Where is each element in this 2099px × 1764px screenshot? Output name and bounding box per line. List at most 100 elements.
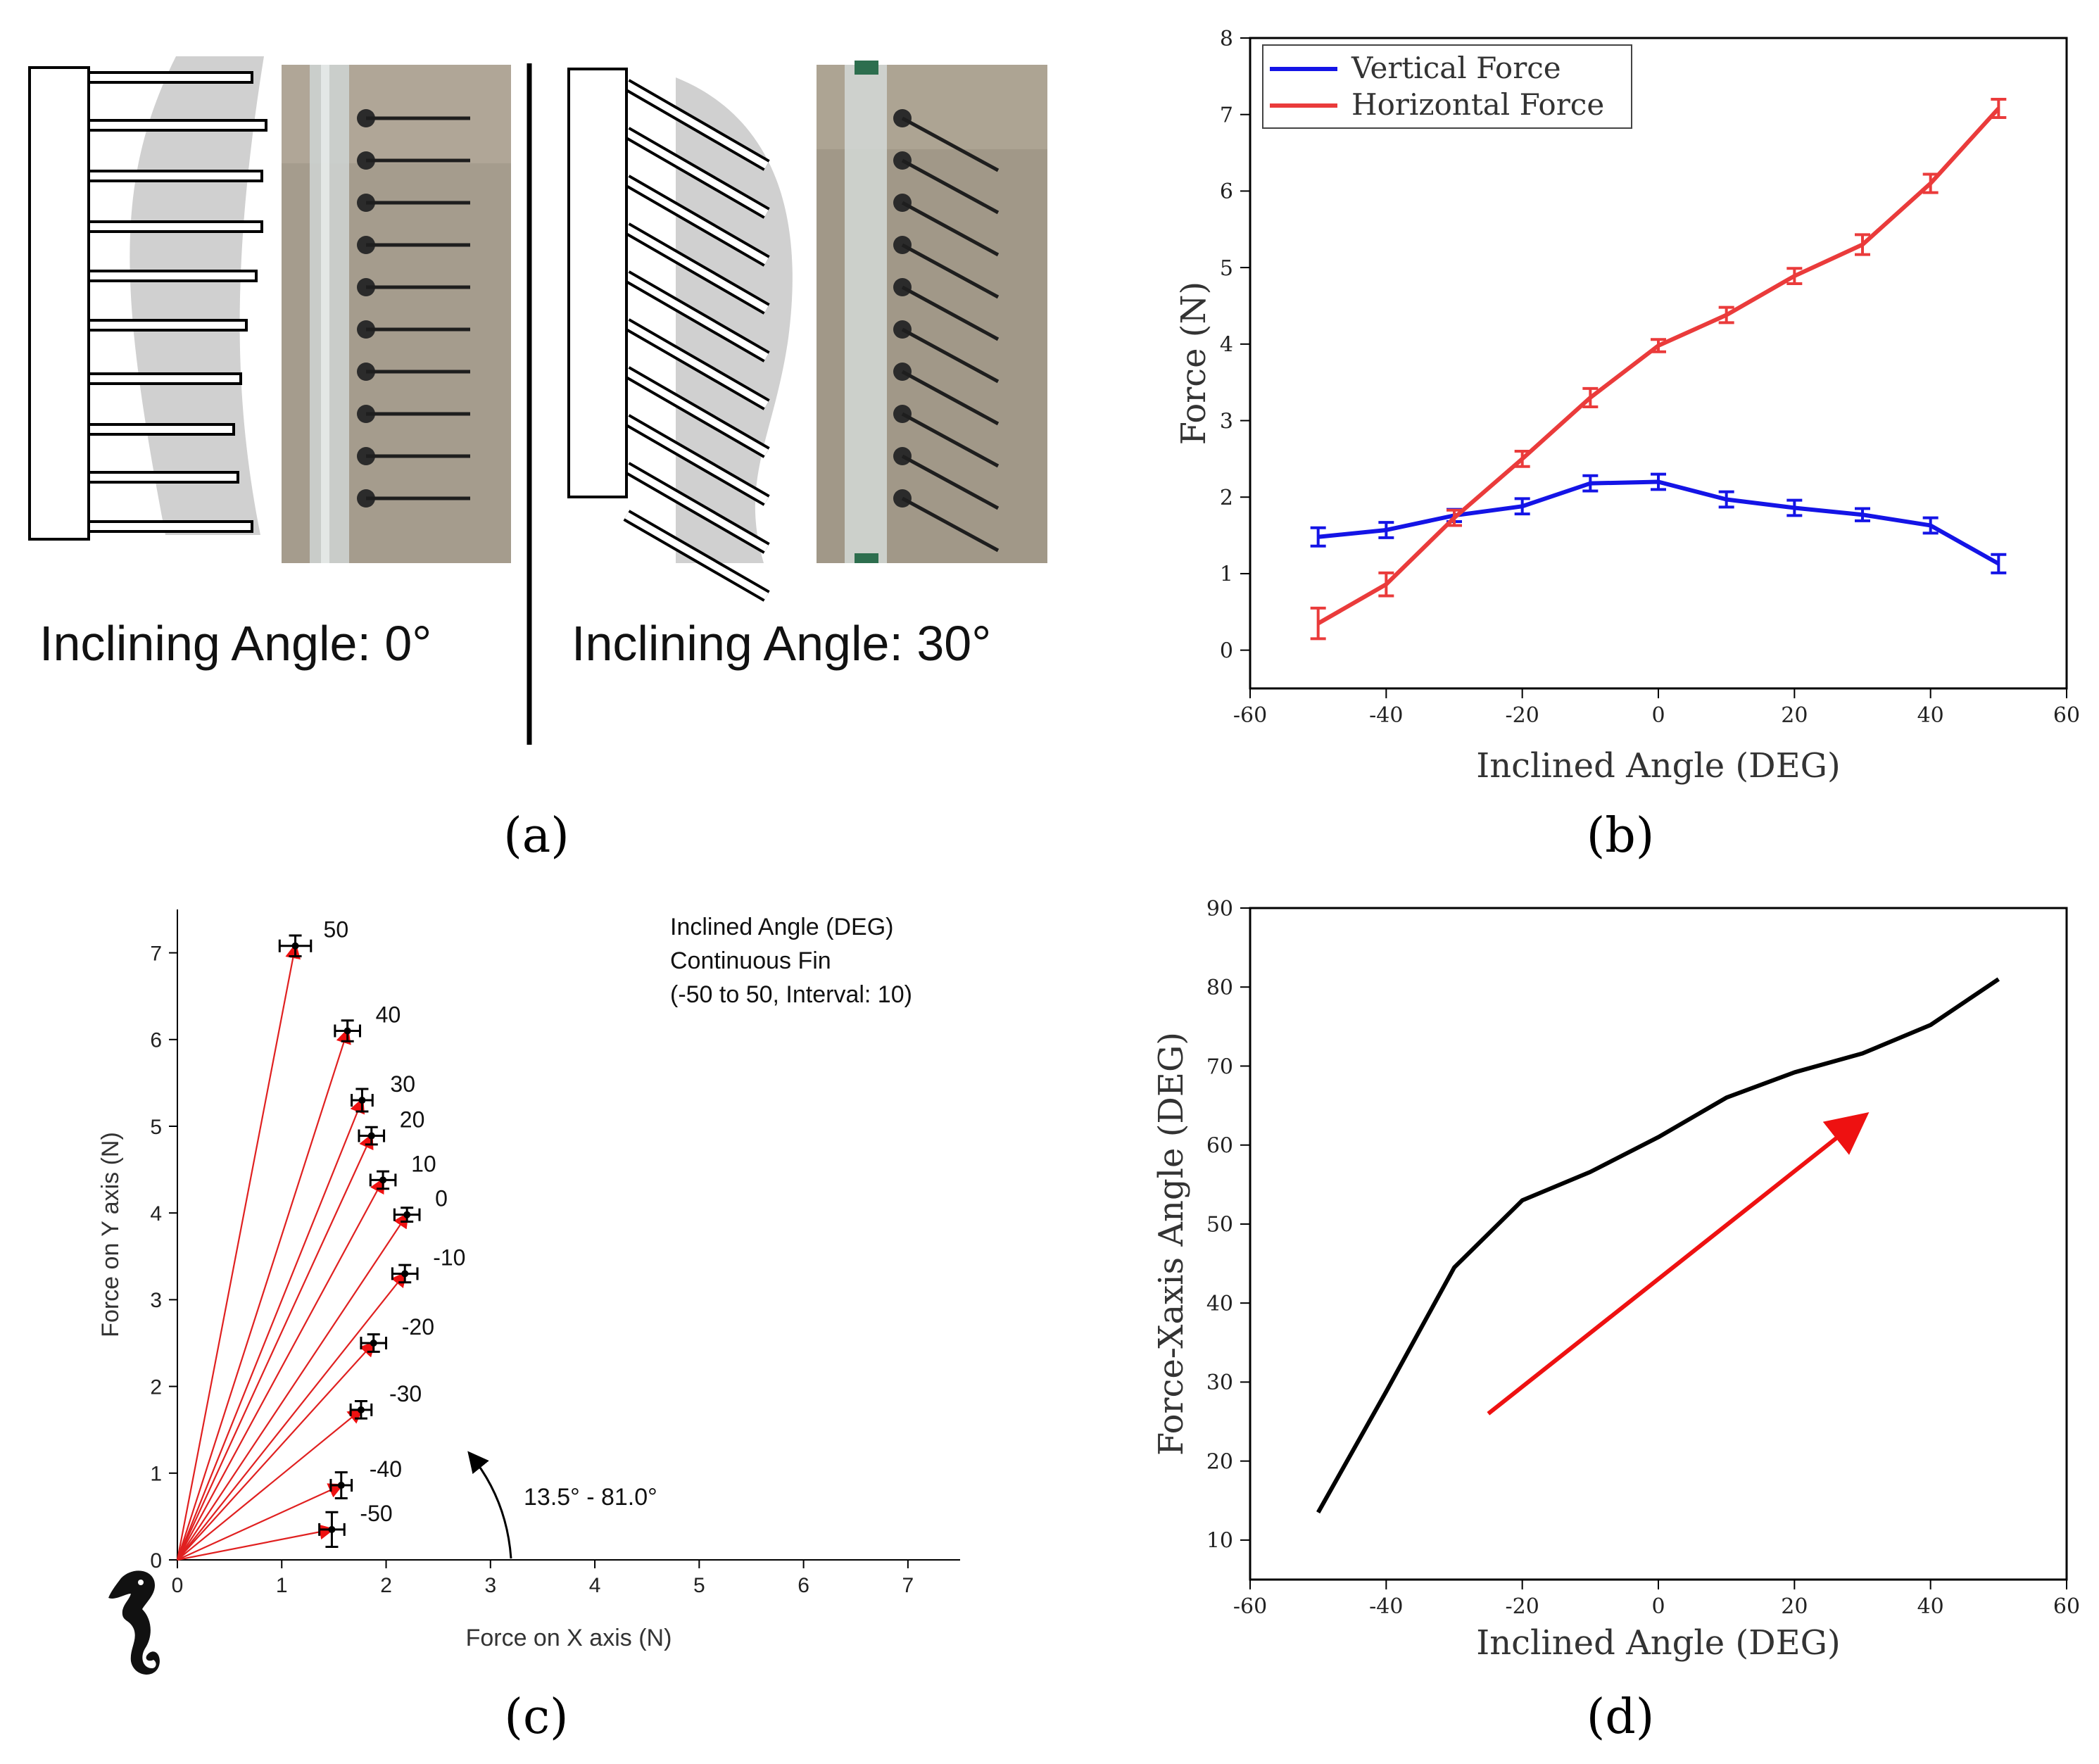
fin-30-degree — [624, 272, 769, 360]
panel-label-d: (d) — [1587, 1689, 1655, 1745]
data-point — [401, 1270, 409, 1278]
y-tick-label: 60 — [1206, 1134, 1233, 1159]
y-tick-label: 6 — [150, 1029, 162, 1052]
point-label: 0 — [435, 1186, 448, 1211]
fin-0-degree — [87, 119, 267, 132]
data-point — [337, 1482, 345, 1489]
legend-horizontal-force: Horizontal Force — [1351, 87, 1604, 122]
y-tick-label: 20 — [1206, 1449, 1233, 1474]
y-tick-label: 70 — [1206, 1054, 1233, 1079]
fin-0-degree — [87, 423, 235, 436]
force-vector-20 — [176, 1133, 374, 1561]
x-tick-label: -60 — [1233, 703, 1267, 728]
x-tick-label: 2 — [380, 1574, 392, 1597]
fin-0-degree — [87, 270, 258, 282]
legend-vertical-force: Vertical Force — [1351, 51, 1561, 85]
panel-d: -60 -40 -20 0 20 40 60 10 20 30 40 50 60 70 80 90 Inclin… — [1152, 897, 2080, 1745]
fin-0-degree — [87, 520, 253, 533]
force-vector--50 — [177, 1524, 335, 1561]
point-label: -40 — [370, 1456, 402, 1482]
data-point — [291, 942, 299, 950]
x-tick-label: 0 — [1651, 703, 1665, 728]
x-tick-label: -60 — [1233, 1594, 1267, 1619]
y-tick-label: 3 — [1220, 409, 1233, 434]
x-tick-label: 0 — [172, 1574, 184, 1597]
y-tick-label: 8 — [1220, 27, 1233, 51]
point-label: 40 — [376, 1002, 401, 1027]
fin-30-degree — [624, 129, 769, 217]
fin-30-degree — [624, 368, 769, 456]
force-vector-50 — [176, 943, 301, 1561]
y-tick-label: 10 — [1206, 1529, 1233, 1554]
annotation-line-1: Inclined Angle (DEG) — [670, 914, 894, 940]
photo-30-degree — [817, 61, 1047, 563]
annotation-line-3: (-50 to 50, Interval: 10) — [670, 981, 912, 1008]
y-axis-title: Force (N) — [1174, 282, 1214, 446]
point-label: 50 — [324, 917, 349, 943]
force-vector-40 — [176, 1028, 351, 1561]
y-tick-label: 4 — [1220, 333, 1233, 358]
x-tick-label: -40 — [1369, 703, 1403, 728]
caption-0-degree: Inclining Angle: 0° — [39, 616, 431, 671]
panel-label-a: (a) — [503, 808, 569, 864]
fin-30-degree — [624, 464, 769, 552]
panel-c: 0 1 2 3 4 5 6 7 0 1 2 3 4 5 6 7 Force on X axis (N) Force… — [97, 909, 960, 1745]
force-vector-30 — [176, 1097, 365, 1561]
photo-fin — [901, 158, 1000, 215]
y-tick-label: 80 — [1206, 976, 1233, 1000]
data-point — [379, 1176, 387, 1184]
force-vector-0 — [177, 1212, 409, 1561]
fin-0-degree — [87, 471, 239, 484]
photo-fin — [901, 243, 1000, 299]
fin-30-degree — [624, 177, 769, 265]
fin-0-degree — [87, 319, 248, 332]
x-tick-label: 4 — [589, 1574, 601, 1597]
seahorse-icon — [108, 1570, 160, 1675]
fin-30-degree — [624, 512, 769, 600]
force-vector--10 — [177, 1271, 407, 1561]
y-tick-label: 5 — [1220, 256, 1233, 281]
point-label: -30 — [389, 1381, 422, 1406]
fin-30-degree — [624, 416, 769, 504]
panel-a: Inclining Angle: 0° Inclining Angle: 30°… — [28, 56, 1047, 864]
data-point — [343, 1027, 351, 1035]
fin-0-degree — [87, 71, 253, 84]
data-point — [358, 1097, 366, 1104]
fin-30-degree — [624, 81, 769, 169]
y-tick-label: 50 — [1206, 1213, 1233, 1237]
x-tick-label: 40 — [1917, 1594, 1944, 1619]
angle-range-arrow — [467, 1451, 512, 1559]
photo-fin — [901, 454, 1000, 510]
photo-fin — [901, 116, 1000, 172]
x-axis-title: Inclined Angle (DEG) — [1476, 746, 1840, 786]
point-label: 30 — [390, 1071, 415, 1097]
x-tick-label: 0 — [1651, 1594, 1665, 1619]
y-tick-label: 7 — [1220, 103, 1233, 128]
plot-frame — [1249, 907, 2068, 1581]
y-tick-label: 0 — [1220, 638, 1233, 663]
schematic-0-degree — [28, 56, 267, 541]
x-axis-title: Force on X axis (N) — [466, 1625, 672, 1651]
series-line-horizontal-force — [1317, 106, 2000, 626]
y-tick-label: 30 — [1206, 1371, 1233, 1395]
annotation-line-2: Continuous Fin — [670, 947, 831, 974]
caption-30-degree: Inclining Angle: 30° — [572, 616, 991, 671]
point-label: 10 — [411, 1151, 436, 1176]
angle-range-label: 13.5° - 81.0° — [524, 1484, 657, 1511]
schematic-30-degree — [567, 68, 793, 602]
x-tick-label: 7 — [902, 1574, 914, 1597]
legend-b: Vertical Force Horizontal Force — [1262, 44, 1632, 129]
point-label: -50 — [360, 1501, 392, 1526]
y-tick-label: 2 — [1220, 486, 1233, 510]
x-tick-label: 1 — [276, 1574, 288, 1597]
photo-0-degree — [282, 65, 511, 563]
panel-b: -60 -40 -20 0 20 40 60 0 1 2 3 4 5 6 7 8 Inclined Angle … — [1174, 27, 2080, 864]
x-tick-label: 60 — [2053, 1594, 2080, 1619]
fin-30-degree — [624, 225, 769, 313]
point-label: 20 — [400, 1107, 425, 1133]
force-vector-10 — [177, 1177, 385, 1561]
panel-label-b: (b) — [1587, 808, 1655, 864]
fin-0-degree — [87, 220, 263, 233]
data-point — [367, 1132, 375, 1140]
